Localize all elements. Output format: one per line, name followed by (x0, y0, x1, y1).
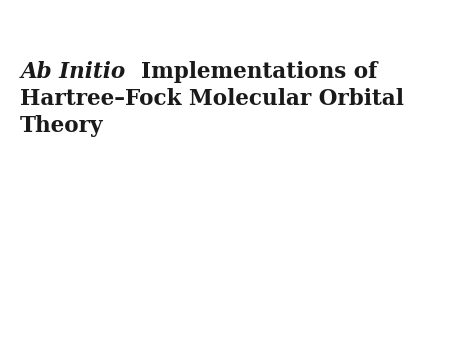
Text: Ab Initio: Ab Initio (20, 61, 126, 83)
Text: Hartree–Fock Molecular Orbital: Hartree–Fock Molecular Orbital (20, 88, 404, 110)
Text: Implementations of: Implementations of (126, 61, 377, 83)
Text: Theory: Theory (20, 115, 104, 137)
